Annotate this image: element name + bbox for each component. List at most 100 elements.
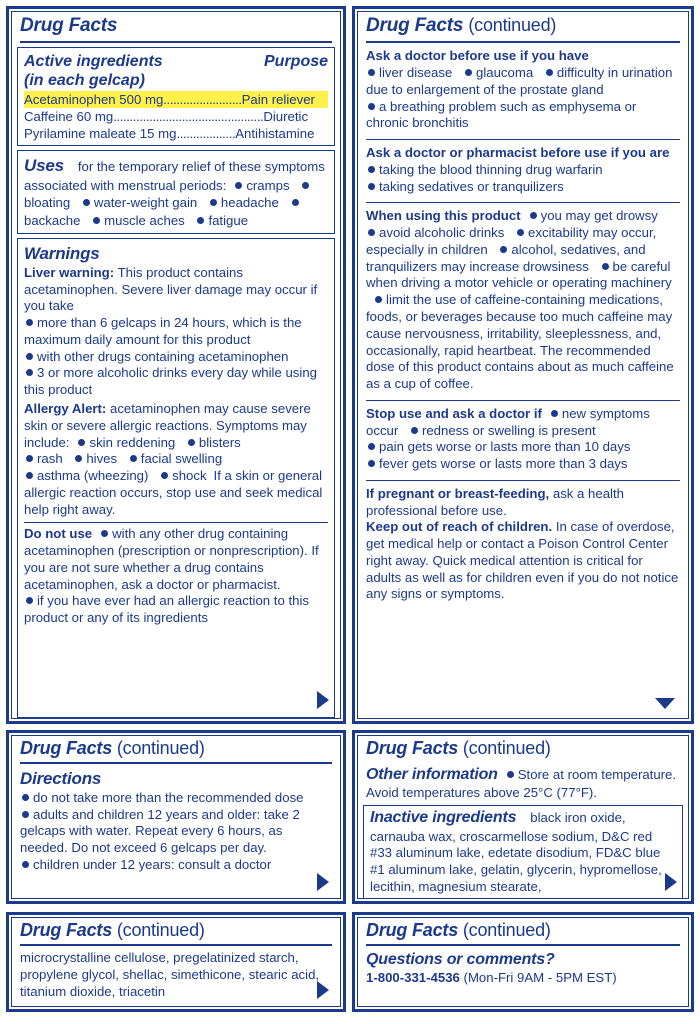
bullet-icon <box>209 199 217 207</box>
bullet-icon <box>601 262 609 270</box>
allergy-item: skin reddening <box>89 434 176 450</box>
bullet-icon <box>368 443 376 451</box>
bullet-icon <box>368 69 376 77</box>
purpose-label: Purpose <box>264 53 329 71</box>
keep-out-text: In case of overdose, get medical help or… <box>366 519 679 602</box>
section-ask-doctor: Ask a doctor before use if you have live… <box>358 43 688 136</box>
bullet-icon <box>161 472 169 480</box>
arrow-right-icon <box>317 691 330 709</box>
allergy-item: facial swelling <box>140 451 223 467</box>
allergy-item: hives <box>86 451 118 467</box>
uses-item: cramps <box>246 178 290 194</box>
bullet-icon <box>500 245 508 253</box>
allergy-item: asthma (wheezing) <box>37 468 149 484</box>
liver-warning-item: with other drugs containing acetaminophe… <box>37 348 289 364</box>
arrow-right-icon <box>317 981 330 999</box>
section-ask-pharmacist: Ask a doctor or pharmacist before use if… <box>358 142 688 199</box>
ask-doctor-item: glaucoma <box>476 65 534 81</box>
allergy-item: blisters <box>198 434 241 450</box>
allergy-alert-label: Allergy Alert: <box>24 400 107 416</box>
inactive-ingredients-text: black iron oxide, carnauba wax, croscarm… <box>370 810 662 894</box>
bullet-icon <box>368 182 376 190</box>
active-ingredients-heading: Active ingredients (in each gelcap) <box>24 53 163 89</box>
stop-use-item: new symptoms occur <box>366 405 650 438</box>
bullet-icon <box>550 409 558 417</box>
heading-line-1: Active ingredients <box>24 53 163 71</box>
row-tertiary: Drug Facts (continued) microcrystalline … <box>0 908 700 1018</box>
divider-rule <box>366 479 680 481</box>
stop-use-item: redness or swelling is present <box>421 422 596 438</box>
arrow-right-icon <box>665 873 677 891</box>
when-using-item: be careful when driving a motor vehicle … <box>366 258 672 291</box>
bullet-icon <box>235 182 243 190</box>
when-using-item: alcohol, sedatives, and tranquilizers ma… <box>366 241 646 274</box>
section-warnings: Warnings Liver warning: This product con… <box>17 237 336 718</box>
title-text: Drug Facts <box>366 738 459 758</box>
panel-inactive-continued: Drug Facts (continued) microcrystalline … <box>6 912 347 1012</box>
panel-title-questions: Drug Facts (continued) <box>358 918 688 942</box>
title-continued-text: (continued) <box>116 738 205 758</box>
phone-number[interactable]: 1-800-331-4536 <box>366 970 460 986</box>
bullet-icon <box>410 426 418 434</box>
inactive-continued-text: microcrystalline cellulose, pregelatiniz… <box>20 950 320 999</box>
bullet-icon <box>22 793 29 801</box>
heading-line-2: (in each gelcap) <box>24 71 145 89</box>
title-rule <box>366 944 680 947</box>
stop-use-item: pain gets worse or lasts more than 10 da… <box>379 439 631 455</box>
bullet-icon <box>101 530 109 538</box>
ingredient-row: Pyrilamine maleate 15 mg................… <box>24 125 328 142</box>
stop-use-heading: Stop use and ask a doctor if <box>366 405 542 421</box>
arrow-right-icon <box>317 873 330 891</box>
do-not-use-label: Do not use <box>24 526 93 542</box>
do-not-use-item: if you have ever had an allergic reactio… <box>24 593 309 626</box>
when-using-item: limit the use of caffeine-containing med… <box>366 292 674 392</box>
ingredient-purpose: Pain reliever <box>241 91 315 107</box>
section-stop-use: Stop use and ask a doctor if new symptoms… <box>358 403 688 477</box>
inactive-ingredients-heading: Inactive ingredients <box>370 809 517 827</box>
panel-title-drug-facts: Drug Facts <box>12 12 340 39</box>
stop-use-item: fever gets worse or lasts more than 3 da… <box>379 456 628 472</box>
when-using-item: you may get drowsy <box>540 208 658 224</box>
ask-pharmacist-item: taking sedatives or tranquilizers <box>379 178 564 194</box>
uses-item: headache <box>220 195 279 211</box>
uses-item: bloating <box>24 195 71 211</box>
directions-item: adults and children 12 years and older: … <box>20 806 300 856</box>
row-secondary: Drug Facts (continued) Directions do not… <box>0 726 700 908</box>
bullet-icon <box>129 455 137 463</box>
panel-title-other-info: Drug Facts (continued) <box>358 736 688 760</box>
divider-rule <box>366 399 680 401</box>
ingredient-row: Caffeine 60 mg..........................… <box>24 108 328 125</box>
panel-questions: Drug Facts (continued) Questions or comm… <box>352 912 694 1012</box>
when-using-heading: When using this product <box>366 208 521 224</box>
when-using-item: avoid alcoholic drinks <box>379 225 505 241</box>
ask-doctor-item: difficulty in urination due to enlargeme… <box>366 65 673 97</box>
bullet-icon <box>517 229 525 237</box>
ingredient-purpose: Antihistamine <box>235 126 315 142</box>
bullet-icon <box>291 199 299 207</box>
panel-drug-facts-main: Drug Facts Active ingredients (in each g… <box>6 6 347 724</box>
section-uses: Uses for the temporary relief of these sy… <box>17 150 336 234</box>
questions-heading: Questions or comments? <box>366 951 555 969</box>
bullet-icon <box>368 460 376 468</box>
section-inactive-ingredients: Inactive ingredients black iron oxide, ca… <box>363 805 683 898</box>
panel-title-drug-facts-continued: Drug Facts (continued) <box>358 12 688 39</box>
title-continued-text: (continued) <box>468 15 557 35</box>
ask-doctor-item: a breathing problem such as emphysema or… <box>366 98 637 131</box>
liver-warning-text: This product contains acetaminophen. Sev… <box>24 264 318 314</box>
bullet-icon <box>22 860 29 868</box>
section-when-using: When using this product you may get drows… <box>358 205 688 396</box>
leader-dots: .................. <box>176 126 236 142</box>
allergy-alert-text: acetaminophen may cause severe skin or s… <box>24 400 311 450</box>
title-continued-text: (continued) <box>116 920 205 940</box>
divider-rule <box>366 202 680 204</box>
do-not-use-item: with any other drug containing acetamino… <box>24 526 319 592</box>
title-rule <box>20 944 333 947</box>
other-information-item: Store at room temperature. Avoid tempera… <box>366 767 677 801</box>
section-pregnancy-keepout: If pregnant or breast-feeding, ask a hea… <box>358 483 688 718</box>
title-continued-text: (continued) <box>462 738 551 758</box>
active-ingredients-header: Active ingredients (in each gelcap) Purp… <box>24 51 328 90</box>
bullet-icon <box>26 369 33 377</box>
liver-warning: Liver warning: This product contains ace… <box>24 265 328 399</box>
bullet-icon <box>75 455 83 463</box>
bullet-icon <box>368 165 376 173</box>
